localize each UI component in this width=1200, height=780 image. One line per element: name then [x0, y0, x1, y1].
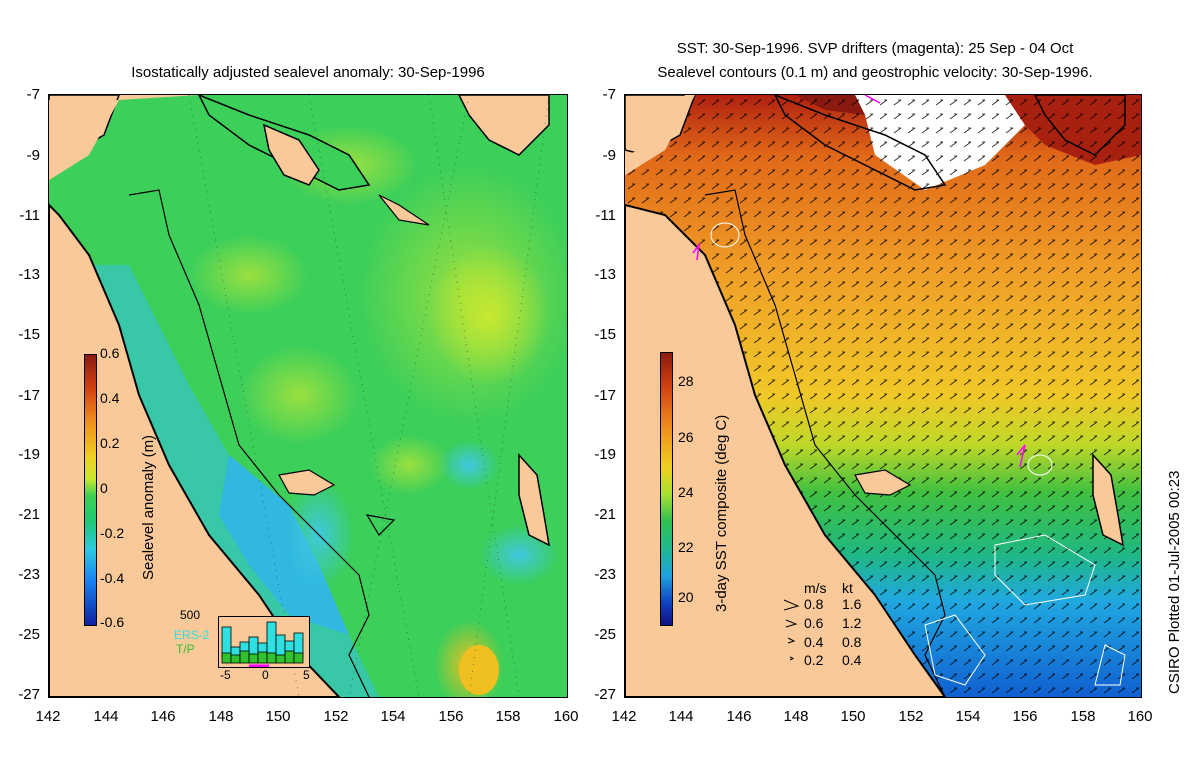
x-tick-label: 158 [495, 708, 521, 725]
velocity-legend-header-kt: kt [842, 580, 853, 596]
velocity-legend-row-ms: 0.4 [804, 634, 824, 650]
sealevel-colorbar-tick: 0.6 [100, 345, 120, 361]
sealevel-colorbar-tick: 0 [100, 480, 108, 496]
y-tick-label: -11 [595, 207, 616, 224]
velocity-legend-row-kt: 0.4 [842, 652, 862, 668]
y-tick-label: -19 [594, 446, 616, 463]
sealevel-colorbar [84, 354, 97, 626]
x-tick-label: 144 [93, 708, 119, 725]
sst-colorbar-tick: 22 [678, 539, 694, 555]
sst-velocity-map [624, 94, 1142, 698]
velocity-legend-row-ms: 0.2 [804, 652, 824, 668]
x-tick-label: 156 [1012, 708, 1038, 725]
x-tick-label: 146 [726, 708, 752, 725]
x-tick-label: 148 [783, 708, 809, 725]
velocity-legend-row-kt: 1.6 [842, 596, 862, 612]
y-tick-label: -11 [19, 207, 40, 224]
inset-series-label-tp: T/P [176, 642, 195, 656]
inset-series-label-ers2: ERS-2 [174, 628, 210, 642]
y-tick-label: -27 [594, 686, 616, 703]
sealevel-colorbar-tick: -0.2 [100, 525, 125, 541]
data-coverage-histogram [221, 621, 304, 668]
sealevel-anomaly-map-svg [49, 95, 567, 697]
sst-colorbar-label: 3-day SST composite (deg C) [713, 414, 730, 612]
x-tick-label: 146 [150, 708, 176, 725]
y-tick-label: -25 [594, 626, 616, 643]
y-tick-label: -21 [18, 506, 40, 523]
inset-x-tick: 0 [262, 668, 269, 682]
right-panel-title-line2: Sealevel contours (0.1 m) and geostrophi… [657, 64, 1093, 81]
sst-colorbar-tick: 20 [678, 589, 694, 605]
x-tick-label: 150 [840, 708, 866, 725]
x-tick-label: 148 [208, 708, 234, 725]
x-tick-label: 152 [323, 708, 349, 725]
sealevel-colorbar-label: Sealevel anomaly (m) [140, 434, 157, 580]
data-coverage-inset [218, 616, 310, 668]
velocity-legend-row-kt: 0.8 [842, 634, 862, 650]
y-tick-label: -15 [18, 326, 40, 343]
sealevel-anomaly-map [48, 94, 568, 698]
sealevel-colorbar-tick: -0.6 [100, 614, 125, 630]
inset-x-tick: -5 [220, 668, 231, 682]
y-tick-label: -13 [18, 266, 40, 283]
sst-colorbar [660, 352, 673, 626]
x-tick-label: 158 [1070, 708, 1096, 725]
x-tick-label: 160 [553, 708, 579, 725]
sst-velocity-map-svg [625, 95, 1141, 697]
x-tick-label: 154 [955, 708, 981, 725]
y-tick-label: -7 [26, 86, 40, 103]
x-tick-label: 152 [898, 708, 924, 725]
sealevel-colorbar-tick: 0.2 [100, 435, 120, 451]
right-panel-title-line1: SST: 30-Sep-1996. SVP drifters (magenta)… [676, 40, 1074, 57]
y-tick-label: -15 [594, 326, 616, 343]
sealevel-colorbar-tick: 0.4 [100, 390, 120, 406]
velocity-legend-header-ms: m/s [804, 580, 827, 596]
velocity-legend-arrows [783, 599, 800, 661]
y-tick-label: -25 [18, 626, 40, 643]
sst-colorbar-tick: 26 [678, 429, 694, 445]
y-tick-label: -19 [18, 446, 40, 463]
x-tick-label: 154 [380, 708, 406, 725]
x-tick-label: 150 [265, 708, 291, 725]
sst-colorbar-tick: 24 [678, 484, 694, 500]
plot-credit: CSIRO Plotted 01-Jul-2005 00:23 [1166, 470, 1183, 694]
sst-colorbar-tick: 28 [678, 373, 694, 389]
y-tick-label: -27 [18, 686, 40, 703]
y-tick-label: -17 [594, 387, 616, 404]
y-tick-label: -9 [26, 147, 40, 164]
velocity-legend-row-kt: 1.2 [842, 615, 862, 631]
inset-x-tick: 5 [303, 668, 310, 682]
left-panel-title: Isostatically adjusted sealevel anomaly:… [131, 64, 485, 81]
velocity-legend-row-ms: 0.6 [804, 615, 824, 631]
y-tick-label: -21 [594, 506, 616, 523]
inset-ymax-label: 500 [180, 608, 201, 622]
y-tick-label: -9 [602, 147, 616, 164]
x-tick-label: 142 [611, 708, 637, 725]
y-tick-label: -23 [18, 566, 40, 583]
velocity-legend-row-ms: 0.8 [804, 596, 824, 612]
y-tick-label: -7 [602, 86, 616, 103]
velocity-legend: m/s kt 0.8 1.6 0.6 1.2 0.4 0.8 0.2 0.4 [778, 580, 898, 670]
y-tick-label: -23 [594, 566, 616, 583]
sealevel-colorbar-tick: -0.4 [100, 570, 125, 586]
x-tick-label: 144 [668, 708, 694, 725]
x-tick-label: 142 [35, 708, 61, 725]
x-tick-label: 156 [438, 708, 464, 725]
x-tick-label: 160 [1127, 708, 1153, 725]
y-tick-label: -17 [18, 387, 40, 404]
y-tick-label: -13 [594, 266, 616, 283]
